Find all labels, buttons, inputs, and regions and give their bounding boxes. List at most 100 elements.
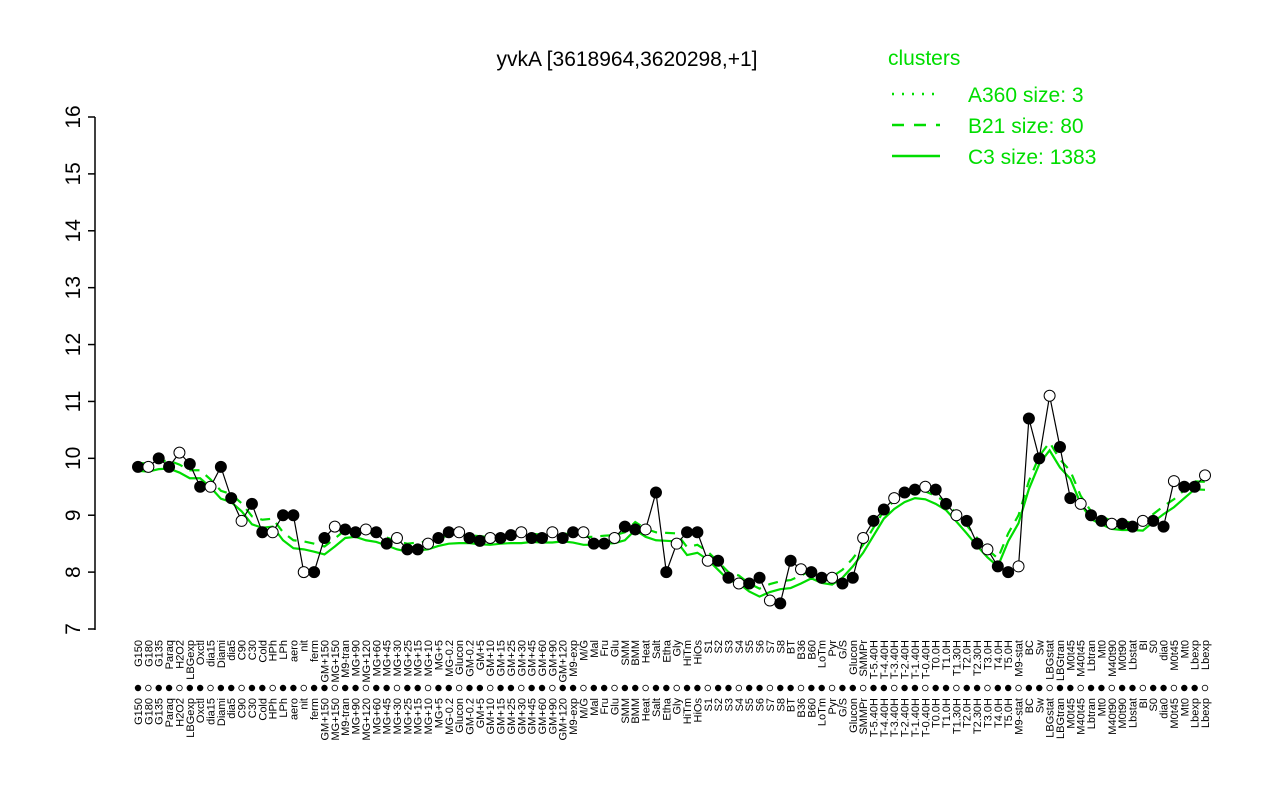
data-point <box>888 492 901 505</box>
x-tick-label: GM+150 <box>319 640 331 683</box>
x-tick-label: S7 <box>765 640 777 653</box>
x-tick-label-lower: Paraq <box>164 698 176 727</box>
x-tick-label-lower: H2O2 <box>174 698 186 727</box>
x-tick-label-lower: LBGstat <box>1045 698 1057 738</box>
y-tick-label: 11 <box>62 391 85 413</box>
data-point <box>1188 480 1201 493</box>
x-tick-label: MG+30 <box>392 640 404 676</box>
x-tick-label: MG+60 <box>371 640 383 676</box>
x-tick-marker <box>1004 684 1012 692</box>
x-tick-marker <box>331 684 339 692</box>
data-point <box>411 543 424 556</box>
y-tick-label: 9 <box>62 509 85 521</box>
x-tick-label-lower: MG+30 <box>392 698 404 734</box>
x-tick-marker <box>849 684 856 692</box>
data-point <box>152 452 165 465</box>
x-tick-label: BMM <box>630 640 642 666</box>
x-tick-label: Glucon <box>454 640 466 675</box>
x-tick-label: BT <box>786 640 798 654</box>
x-tick-label: G135 <box>154 640 166 667</box>
data-point <box>877 503 890 516</box>
x-tick-marker <box>445 684 452 692</box>
data-point <box>1199 469 1211 482</box>
x-tick-marker <box>901 684 908 692</box>
x-tick-marker <box>735 684 743 692</box>
data-point <box>846 571 859 584</box>
data-point <box>753 571 766 584</box>
x-tick-marker <box>818 684 825 692</box>
x-tick-label-lower: Mt0 <box>1179 698 1191 716</box>
x-tick-label-lower: MG+5 <box>433 698 445 728</box>
x-tick-marker <box>839 684 846 692</box>
data-point <box>1064 492 1077 505</box>
x-tick-label-lower: Salt <box>651 698 663 717</box>
x-tick-label: Lbstat <box>1127 640 1139 670</box>
x-tick-marker <box>870 684 877 692</box>
x-tick-marker <box>414 684 421 692</box>
data-point <box>691 526 704 539</box>
x-tick-marker <box>1087 684 1095 692</box>
x-tick-label: SMM <box>620 640 632 666</box>
x-tick-label-lower: T2.0H <box>962 698 974 728</box>
x-tick-marker <box>808 684 815 692</box>
x-tick-label: SMMPr <box>858 640 870 677</box>
x-tick-label: M0t90 <box>1117 640 1129 671</box>
x-tick-label-lower: GM+5 <box>475 698 487 728</box>
x-tick-marker <box>528 684 535 692</box>
data-point <box>950 509 963 522</box>
data-point <box>1074 497 1087 510</box>
data-point <box>794 563 807 576</box>
x-tick-label-lower: Oxctl <box>195 698 207 723</box>
x-tick-label: GM+30 <box>516 640 528 676</box>
x-tick-label-lower: T0.0H <box>931 698 943 728</box>
data-point <box>660 566 673 579</box>
data-point <box>629 523 642 536</box>
data-point <box>163 460 176 473</box>
x-tick-marker <box>549 684 556 692</box>
x-tick-label-lower: dia15 <box>206 698 218 725</box>
x-tick-label-lower: Heat <box>641 698 653 721</box>
data-point <box>567 526 580 539</box>
x-tick-marker <box>1150 684 1157 692</box>
legend-entry-c3: C3 size: 1383 <box>968 146 1096 169</box>
data-point <box>380 537 393 550</box>
x-tick-marker <box>891 684 898 692</box>
data-point <box>1157 520 1170 533</box>
x-tick-label: Mt0 <box>1096 640 1108 658</box>
x-tick-marker <box>611 684 618 692</box>
x-tick-marker <box>642 684 649 692</box>
x-tick-marker <box>725 684 732 692</box>
x-tick-label-lower: Etha <box>661 697 673 721</box>
data-point <box>225 492 238 505</box>
data-point <box>132 460 144 473</box>
x-tick-label: T-3.40H <box>889 640 901 679</box>
x-tick-marker <box>393 684 401 692</box>
data-point <box>722 571 735 584</box>
data-point <box>235 514 248 527</box>
x-tick-label: MG+150 <box>330 640 342 683</box>
x-tick-label: T-2.40H <box>900 640 912 679</box>
x-tick-label: MG+120 <box>361 640 373 683</box>
data-point <box>774 597 787 610</box>
x-tick-label-lower: Glucon <box>454 698 466 733</box>
x-tick-label: Etha <box>661 639 673 663</box>
x-tick-label-lower: GM+15 <box>496 698 508 734</box>
legend: clusters A360 size: 3 B21 size: 80 C3 si… <box>888 47 1096 169</box>
x-tick-marker <box>1201 684 1209 692</box>
x-tick-label: S3 <box>723 640 735 653</box>
data-point <box>1178 480 1191 493</box>
x-tick-label-lower: G150 <box>133 698 145 725</box>
x-tick-marker <box>942 684 950 692</box>
x-tick-marker <box>673 684 680 692</box>
x-tick-label-lower: Lbstat <box>1127 698 1139 728</box>
data-point <box>536 531 549 544</box>
x-tick-label-lower: MG+15 <box>413 698 425 734</box>
x-tick-label-lower: M0t90 <box>1117 698 1129 729</box>
x-tick-label-lower: M40t45 <box>1076 698 1088 735</box>
x-tick-label: Sw <box>1034 640 1046 655</box>
data-point <box>805 566 818 579</box>
data-point <box>494 531 507 544</box>
data-point <box>432 531 445 544</box>
x-tick-marker <box>859 684 867 692</box>
data-point <box>784 554 797 567</box>
